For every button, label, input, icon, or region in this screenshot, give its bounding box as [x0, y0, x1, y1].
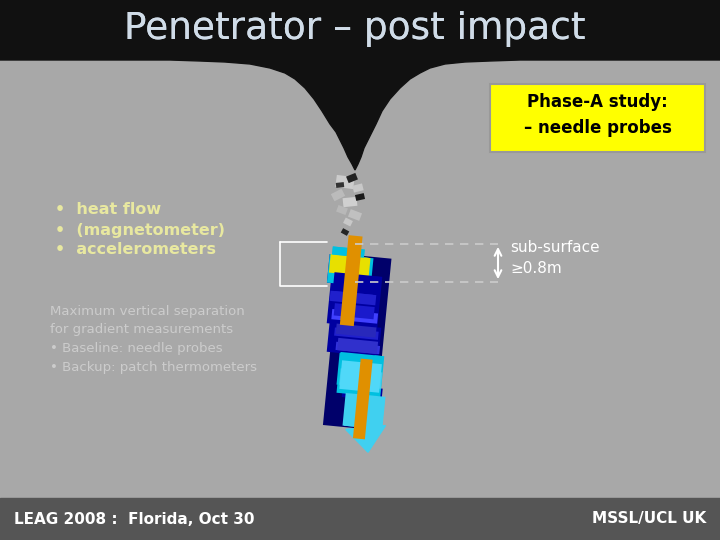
- Polygon shape: [327, 254, 374, 287]
- Polygon shape: [332, 246, 365, 258]
- Polygon shape: [339, 368, 382, 389]
- Polygon shape: [327, 272, 382, 356]
- Polygon shape: [329, 254, 371, 276]
- Polygon shape: [323, 254, 392, 430]
- Polygon shape: [337, 338, 378, 354]
- Polygon shape: [340, 235, 363, 326]
- Polygon shape: [352, 184, 364, 193]
- Polygon shape: [346, 173, 358, 183]
- Polygon shape: [355, 193, 365, 201]
- Text: •  heat flow: • heat flow: [55, 202, 161, 218]
- Text: Penetrator – post impact: Penetrator – post impact: [125, 11, 586, 47]
- Text: LEAG 2008 :  Florida, Oct 30: LEAG 2008 : Florida, Oct 30: [14, 511, 254, 526]
- Text: •  accelerometers: • accelerometers: [55, 242, 216, 258]
- Polygon shape: [332, 246, 365, 258]
- Polygon shape: [346, 426, 385, 452]
- Polygon shape: [330, 188, 345, 201]
- Polygon shape: [327, 272, 379, 328]
- Polygon shape: [336, 342, 380, 354]
- Text: MSSL/UCL UK: MSSL/UCL UK: [592, 511, 706, 526]
- Polygon shape: [347, 426, 384, 452]
- Polygon shape: [343, 197, 357, 207]
- Text: Phase-A study:
– needle probes: Phase-A study: – needle probes: [523, 93, 672, 137]
- Polygon shape: [329, 254, 371, 276]
- Polygon shape: [344, 397, 384, 429]
- Polygon shape: [336, 352, 384, 397]
- Polygon shape: [348, 209, 362, 221]
- Polygon shape: [327, 254, 374, 287]
- Polygon shape: [336, 352, 384, 389]
- Text: •  (magnetometer): • (magnetometer): [55, 222, 225, 238]
- Text: Maximum vertical separation
for gradient measurements
• Baseline: needle probes
: Maximum vertical separation for gradient…: [50, 305, 257, 374]
- Polygon shape: [343, 218, 353, 226]
- Polygon shape: [333, 303, 374, 319]
- Polygon shape: [336, 175, 355, 189]
- Polygon shape: [336, 182, 344, 188]
- Text: sub-surface
≥0.8m: sub-surface ≥0.8m: [510, 240, 600, 276]
- Polygon shape: [0, 0, 720, 170]
- Polygon shape: [336, 323, 377, 338]
- Polygon shape: [333, 291, 373, 303]
- Polygon shape: [334, 327, 379, 340]
- Polygon shape: [333, 323, 382, 356]
- Polygon shape: [336, 205, 348, 215]
- Bar: [0, 498, 720, 540]
- Bar: [490, 84, 705, 152]
- Polygon shape: [339, 360, 382, 393]
- Polygon shape: [353, 359, 373, 440]
- Polygon shape: [331, 309, 378, 323]
- Polygon shape: [343, 393, 385, 429]
- Polygon shape: [341, 228, 349, 236]
- Polygon shape: [330, 291, 377, 305]
- Text: Penetrator – post impact: Penetrator – post impact: [125, 11, 586, 47]
- Polygon shape: [342, 385, 383, 401]
